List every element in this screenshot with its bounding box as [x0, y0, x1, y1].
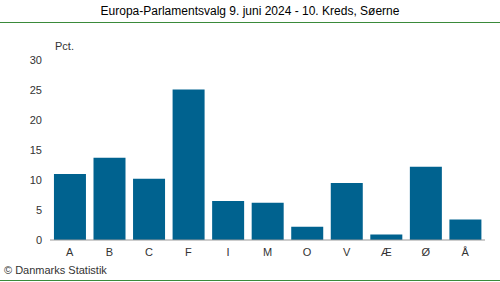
svg-text:Æ: Æ: [381, 246, 392, 258]
svg-text:F: F: [185, 246, 192, 258]
svg-text:C: C: [145, 246, 153, 258]
svg-text:30: 30: [30, 54, 42, 66]
svg-text:B: B: [106, 246, 113, 258]
svg-text:I: I: [226, 246, 229, 258]
svg-text:15: 15: [30, 144, 42, 156]
svg-text:A: A: [66, 246, 74, 258]
html-text:Pct.: Pct.: [55, 40, 74, 52]
svg-text:20: 20: [30, 114, 42, 126]
html-text:Europa-Parlamentsvalg 9. juni: Europa-Parlamentsvalg 9. juni 2024 - 10.…: [100, 4, 400, 18]
svg-text:10: 10: [30, 174, 42, 186]
svg-text:Å: Å: [462, 246, 470, 258]
svg-text:0: 0: [36, 234, 42, 246]
html-text:© Danmarks Statistik: © Danmarks Statistik: [4, 264, 107, 276]
svg-text:V: V: [343, 246, 351, 258]
svg-text:5: 5: [36, 204, 42, 216]
svg-text:M: M: [263, 246, 272, 258]
svg-text:Ø: Ø: [421, 246, 430, 258]
svg-text:25: 25: [30, 84, 42, 96]
svg-text:O: O: [303, 246, 312, 258]
